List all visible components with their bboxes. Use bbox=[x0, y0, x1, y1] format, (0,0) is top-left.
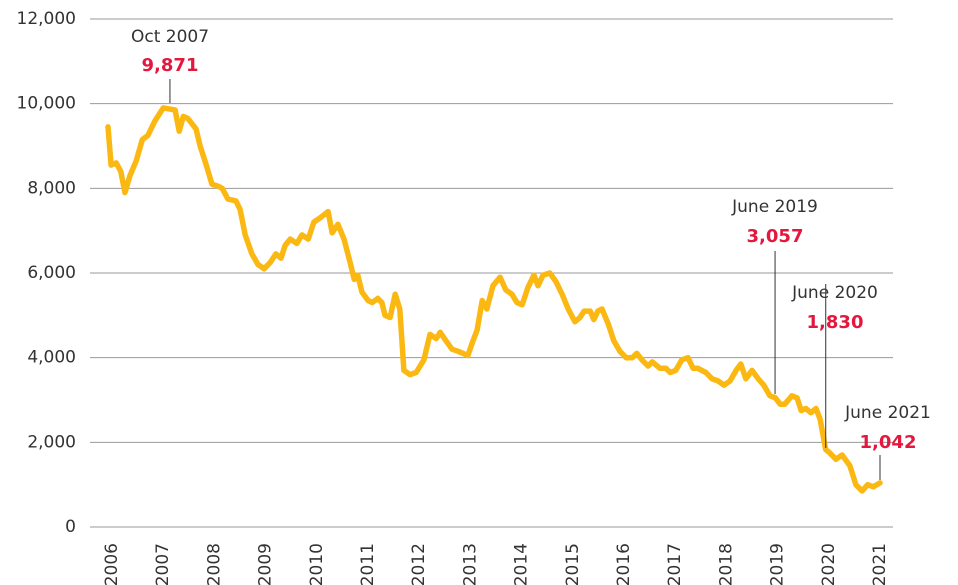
x-tick-label: 2019 bbox=[768, 543, 788, 585]
x-tick-label: 2018 bbox=[716, 543, 736, 585]
annotation-value: 9,871 bbox=[142, 55, 199, 76]
x-tick-label: 2016 bbox=[614, 543, 634, 585]
y-tick-label: 2,000 bbox=[27, 432, 76, 452]
x-tick-label: 2012 bbox=[409, 543, 429, 585]
x-tick-label: 2013 bbox=[460, 543, 480, 585]
x-tick-label: 2014 bbox=[512, 543, 532, 585]
x-tick-label: 2007 bbox=[153, 543, 173, 585]
series-line bbox=[105, 105, 883, 494]
x-tick-label: 2011 bbox=[358, 543, 378, 585]
annotation-value: 1,830 bbox=[807, 312, 864, 333]
x-tick-label: 2020 bbox=[819, 543, 839, 585]
y-tick-label: 8,000 bbox=[27, 178, 76, 198]
annotation-label: June 2019 bbox=[731, 197, 818, 217]
annotation-label: Oct 2007 bbox=[131, 27, 209, 47]
x-tick-label: 2006 bbox=[102, 543, 122, 585]
y-tick-label: 12,000 bbox=[17, 9, 76, 29]
x-tick-label: 2015 bbox=[563, 543, 583, 585]
x-tick-label: 2009 bbox=[256, 543, 276, 585]
x-tick-label: 2017 bbox=[665, 543, 685, 585]
y-tick-label: 4,000 bbox=[27, 348, 76, 368]
annotation-value: 3,057 bbox=[747, 226, 804, 247]
y-tick-label: 0 bbox=[65, 517, 76, 537]
annotation-label: June 2021 bbox=[844, 403, 931, 423]
y-tick-label: 10,000 bbox=[17, 94, 76, 114]
annotation-value: 1,042 bbox=[860, 432, 917, 453]
x-tick-label: 2008 bbox=[204, 543, 224, 585]
x-tick-label: 2021 bbox=[870, 543, 890, 585]
y-tick-label: 6,000 bbox=[27, 263, 76, 283]
x-tick-label: 2010 bbox=[307, 543, 327, 585]
annotation-label: June 2020 bbox=[791, 283, 878, 303]
